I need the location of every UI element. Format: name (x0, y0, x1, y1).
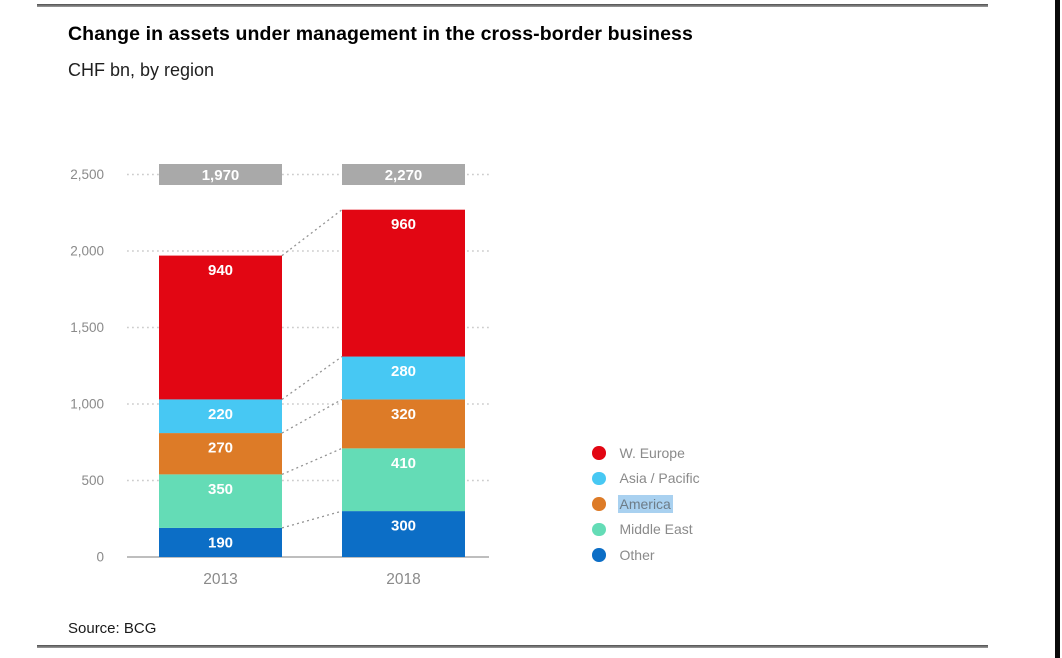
connector-line (281, 356, 343, 400)
bar-value-label: 270 (208, 440, 233, 457)
page-title: Change in assets under management in the… (68, 23, 693, 45)
bar-value-label: 300 (391, 518, 416, 535)
legend-item-label: Asia / Pacific (619, 470, 700, 487)
y-tick-label: 1,000 (70, 397, 104, 412)
connector-line (281, 209, 343, 257)
legend-item-america: America (592, 491, 702, 517)
legend-item-label: W. Europe (619, 444, 685, 461)
legend-item-label: Other (619, 546, 655, 563)
bar-segment-w-europe (159, 255, 282, 400)
legend-item-asia-pacific: Asia / Pacific (592, 466, 702, 492)
legend-item-label: Middle East (619, 521, 693, 538)
legend-item-w-europe: W. Europe (592, 440, 702, 466)
bar-segment-middle-east (159, 474, 282, 528)
legend-item-label: America (617, 494, 673, 513)
total-badge (159, 164, 282, 185)
legend-swatch-icon (592, 471, 606, 485)
bar-value-label: 940 (208, 262, 233, 279)
legend-swatch-icon (592, 497, 606, 511)
y-tick-label: 500 (81, 473, 104, 488)
bar-value-label: 350 (208, 481, 233, 498)
bar-segment-america (159, 433, 282, 475)
legend-swatch-icon (592, 522, 606, 536)
y-tick-label: 2,000 (70, 244, 104, 259)
connector-line (281, 398, 343, 434)
legend-swatch-icon (592, 548, 606, 562)
bar-segment-other (159, 527, 282, 557)
legend-item-other: Other (592, 542, 702, 568)
bar-value-label: 960 (391, 216, 416, 233)
y-tick-label: 1,500 (70, 320, 104, 335)
bar-value-label: 280 (391, 363, 416, 380)
connector-line (281, 510, 343, 529)
x-category-label: 2013 (203, 571, 237, 588)
y-tick-label: 2,500 (70, 167, 104, 182)
x-category-label: 2018 (386, 571, 420, 588)
right-edge-line (1055, 0, 1060, 658)
source-note: Source: BCG (68, 620, 157, 637)
connector-line (281, 447, 343, 475)
bar-segment-w-europe (342, 209, 465, 357)
page-subtitle: CHF bn, by region (68, 60, 215, 80)
legend: W. Europe Asia / Pacific America Middle … (592, 440, 702, 568)
total-badge (342, 164, 465, 185)
legend-swatch-icon (592, 446, 606, 460)
bar-value-label: 190 (208, 534, 233, 551)
total-badge-label: 1,970 (202, 167, 240, 184)
top-rule (37, 4, 988, 7)
y-tick-label: 0 (96, 550, 104, 565)
legend-item-middle-east: Middle East (592, 517, 702, 543)
bar-segment-middle-east (342, 448, 465, 512)
bar-segment-asia-pacific (159, 399, 282, 434)
bar-value-label: 320 (391, 406, 416, 423)
bar-value-label: 410 (391, 455, 416, 472)
bar-segment-america (342, 399, 465, 449)
bottom-rule (37, 645, 988, 648)
total-badge-label: 2,270 (385, 167, 423, 184)
bar-value-label: 220 (208, 406, 233, 423)
bar-segment-other (342, 511, 465, 557)
bar-segment-asia-pacific (342, 356, 465, 400)
